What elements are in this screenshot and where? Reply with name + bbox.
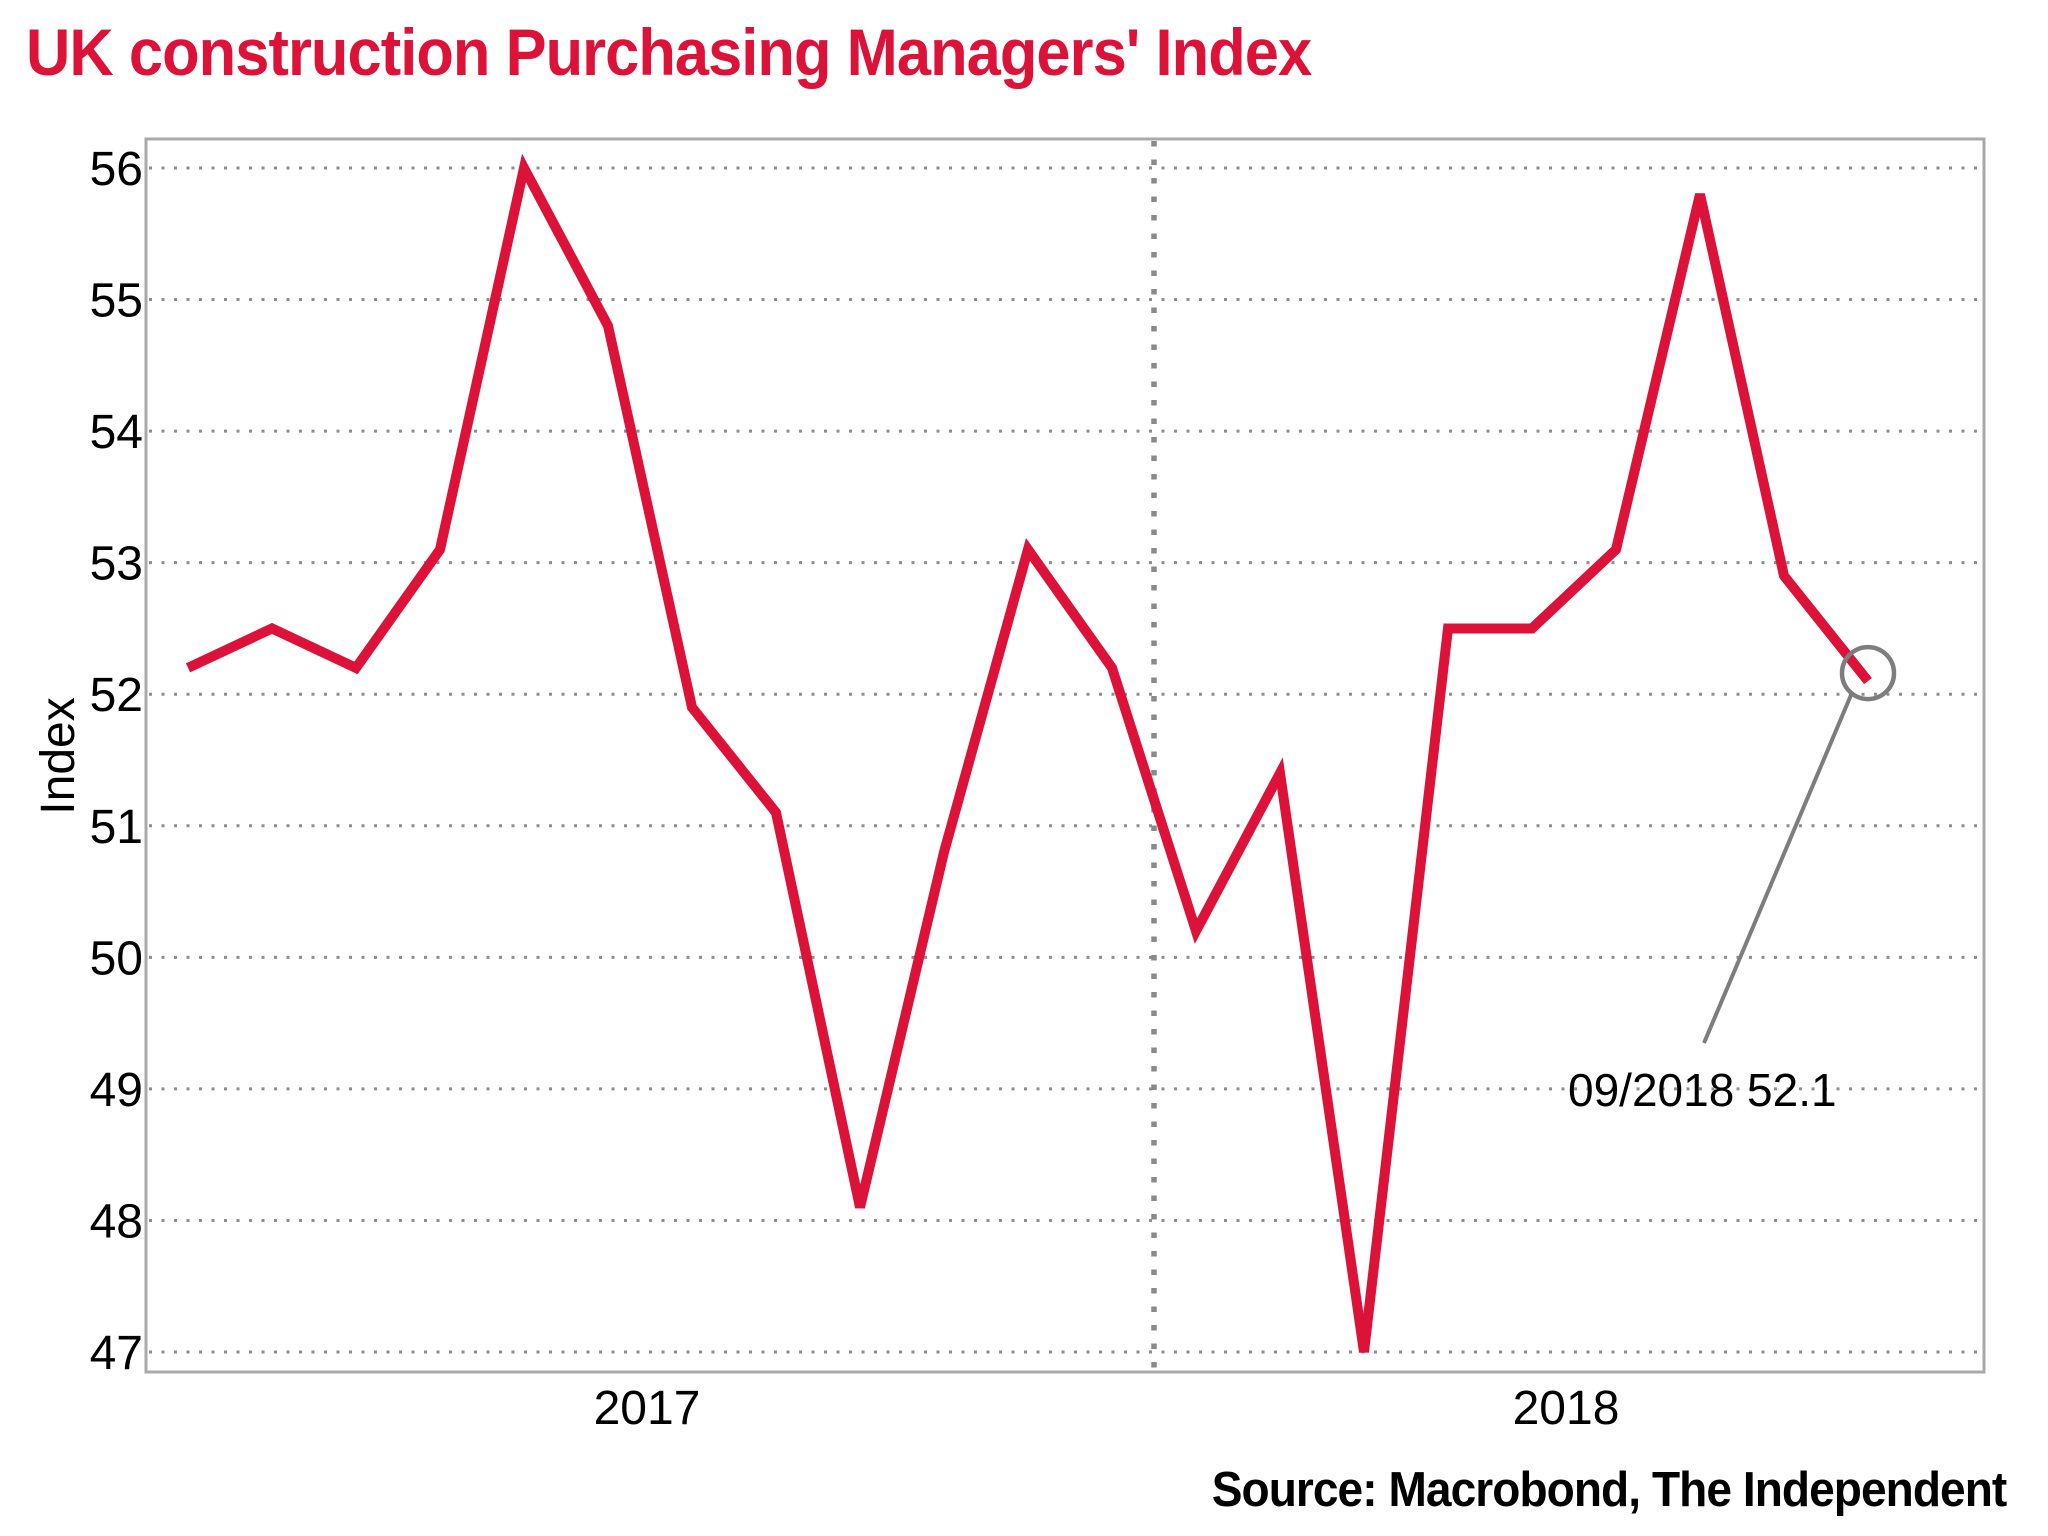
last-point-annotation: 09/2018 52.1 [1568, 1064, 1837, 1116]
chart-title: UK construction Purchasing Managers' Ind… [26, 15, 1312, 89]
source-credit: Source: Macrobond, The Independent [1211, 1463, 2007, 1517]
x-year-label-2017: 2017 [594, 1382, 701, 1435]
y-tick-label-47: 47 [90, 1327, 143, 1380]
last-point-marker-circle [1839, 644, 1897, 702]
y-tick-label-55: 55 [90, 275, 143, 328]
annotation-pointer-line [1702, 694, 1853, 1044]
pmi-series-line [185, 153, 1872, 1353]
y-tick-label-51: 51 [90, 801, 143, 854]
y-axis-tick-labels: 47 48 49 50 51 52 53 54 55 56 [90, 143, 143, 1380]
y-axis-title: Index [32, 697, 85, 814]
y-tick-label-53: 53 [90, 538, 143, 591]
y-tick-label-49: 49 [90, 1064, 143, 1117]
gridlines [149, 166, 1982, 1354]
y-tick-label-50: 50 [90, 932, 143, 985]
x-axis-year-labels: 2017 2018 [594, 1382, 1620, 1435]
y-tick-label-56: 56 [90, 143, 143, 196]
plot-border [144, 137, 1986, 1374]
y-tick-label-54: 54 [90, 406, 143, 459]
y-tick-label-48: 48 [90, 1195, 143, 1248]
y-tick-label-52: 52 [90, 669, 143, 722]
x-year-label-2018: 2018 [1513, 1382, 1620, 1435]
